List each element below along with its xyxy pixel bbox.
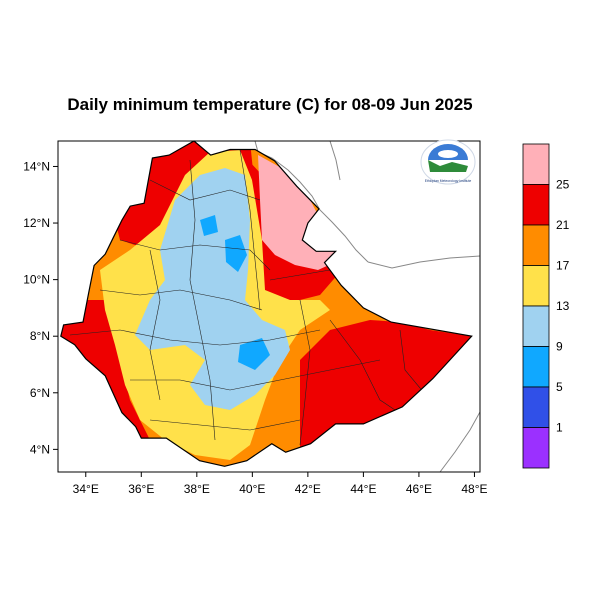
x-tick-label: 42°E	[295, 482, 321, 496]
logo-caption: Ethiopian Meteorology Institute	[425, 179, 472, 183]
x-tick-label: 48°E	[461, 482, 487, 496]
colorbar-box	[522, 427, 550, 469]
colorbar-label: 9	[556, 340, 563, 354]
colorbar-label: 21	[556, 218, 570, 232]
colorbar-box	[522, 265, 550, 307]
map-frame	[57, 140, 481, 473]
x-tick-label: 46°E	[406, 482, 432, 496]
x-tick-label: 40°E	[239, 482, 265, 496]
field-cold-pocket-north	[225, 235, 247, 272]
ethiopia-outline	[60, 140, 473, 467]
x-axis: 34°E 36°E 38°E 40°E 42°E 44°E 46°E 48°E	[73, 472, 488, 496]
temperature-fields	[60, 141, 472, 467]
y-tick-label: 12°N	[23, 216, 50, 230]
field-cold-pocket-west	[200, 215, 218, 236]
x-tick-label: 34°E	[73, 482, 99, 496]
colorbar-box	[522, 386, 550, 428]
y-axis: 4°N 6°N 8°N 10°N 12°N 14°N	[23, 159, 58, 456]
colorbar-box	[522, 224, 550, 266]
institute-logo: Ethiopian Meteorology Institute	[420, 139, 476, 185]
colorbar: 25 21 17 13 9 5 1	[522, 143, 570, 469]
colorbar-box	[522, 184, 550, 226]
x-tick-label: 44°E	[350, 482, 376, 496]
colorbar-label: 5	[556, 380, 563, 394]
colorbar-label: 13	[556, 299, 570, 313]
colorbar-box	[522, 305, 550, 347]
neighbour-borders	[254, 141, 480, 472]
red-sea-coast	[257, 151, 369, 263]
x-tick-label: 38°E	[184, 482, 210, 496]
x-tick-label: 36°E	[128, 482, 154, 496]
y-tick-label: 8°N	[30, 329, 50, 343]
colorbar-label: 25	[556, 178, 570, 192]
somaliland-border	[329, 141, 341, 181]
admin-borders	[69, 149, 431, 446]
colorbar-label: 17	[556, 259, 570, 273]
somalia-coast	[439, 411, 480, 472]
eritrea-north-border	[254, 141, 259, 153]
y-tick-label: 14°N	[23, 159, 50, 173]
colorbar-label: 1	[556, 421, 563, 435]
chart-title: Daily minimum temperature (C) for 08-09 …	[67, 95, 473, 114]
y-tick-label: 6°N	[30, 386, 50, 400]
colorbar-box	[522, 346, 550, 388]
field-cold-pocket-south	[238, 338, 270, 370]
gulf-of-aden-coast	[367, 255, 480, 269]
colorbar-box	[522, 143, 550, 185]
y-tick-label: 10°N	[23, 273, 50, 287]
field-southeast-hot	[300, 320, 472, 467]
y-tick-label: 4°N	[30, 442, 50, 456]
